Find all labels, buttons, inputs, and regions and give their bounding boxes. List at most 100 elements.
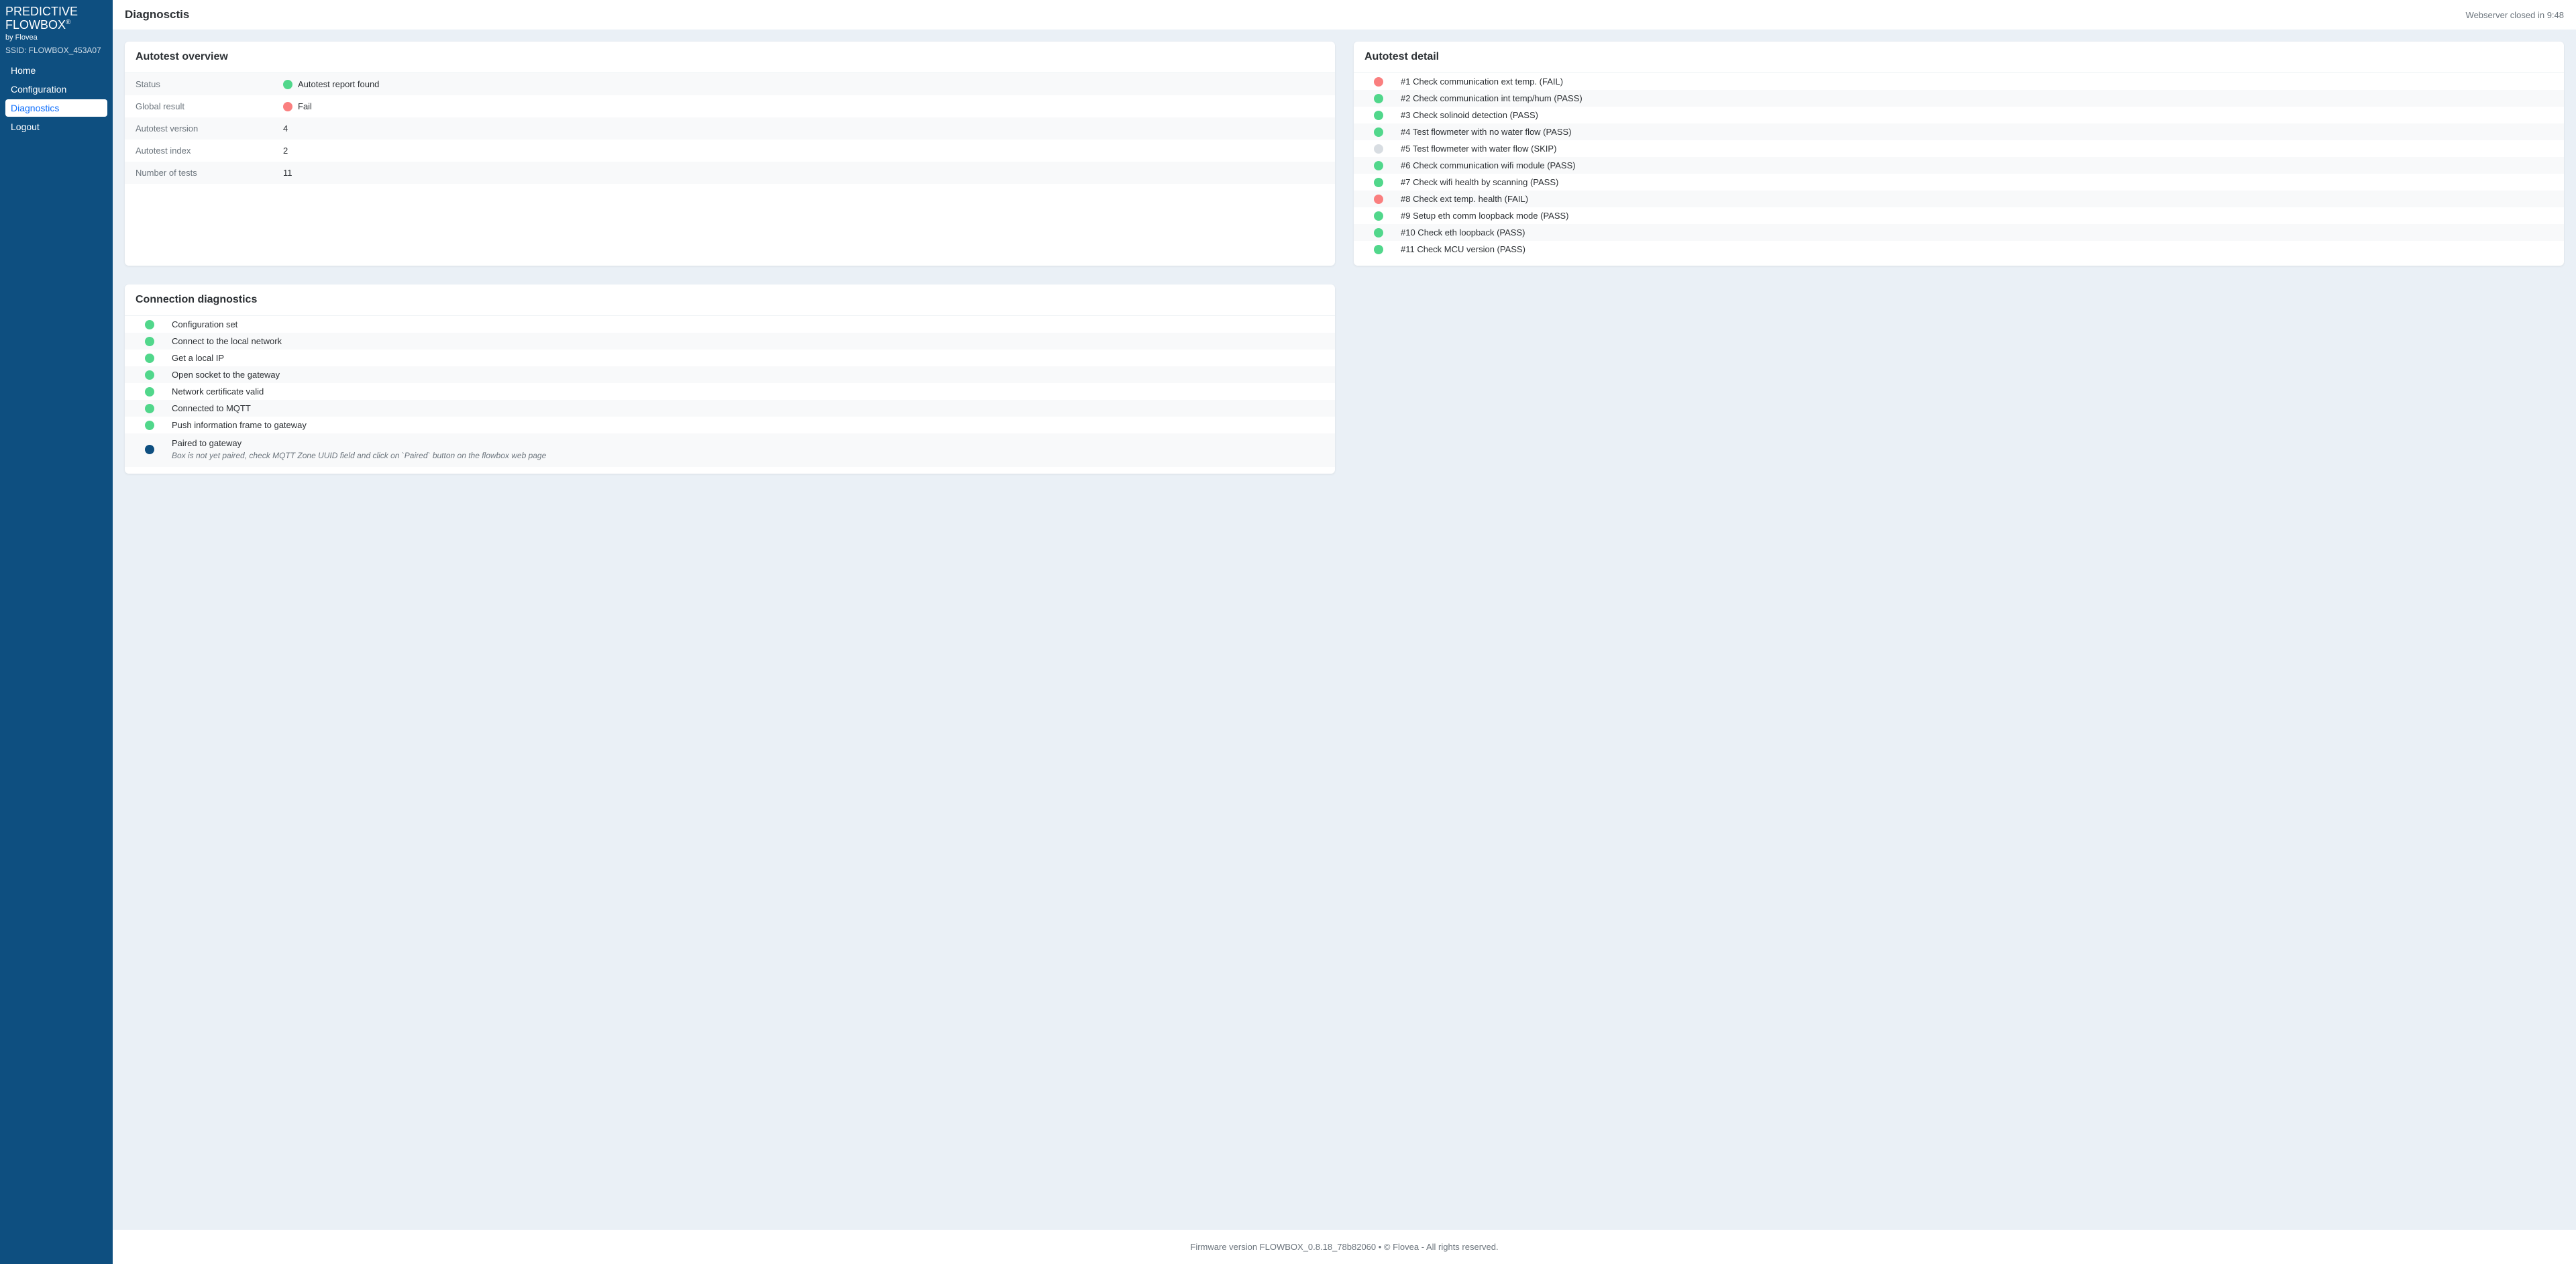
status-dot-icon: [1374, 178, 1383, 187]
connection-item-col: Connected to MQTT: [172, 403, 251, 413]
brand-line1: PREDICTIVE: [5, 5, 78, 18]
overview-row: Global result Fail: [125, 95, 1335, 117]
overview-row: StatusAutotest report found: [125, 73, 1335, 95]
connection-item: Connect to the local network: [125, 333, 1335, 350]
status-dot-icon: [1374, 228, 1383, 238]
status-dot-icon: [145, 445, 154, 454]
brand-ssid: SSID: FLOWBOX_453A07: [5, 46, 107, 55]
detail-item-text: #11 Check MCU version (PASS): [1401, 244, 1525, 254]
detail-item-text: #2 Check communication int temp/hum (PAS…: [1401, 93, 1582, 103]
overview-row-label: Status: [136, 79, 283, 89]
footer: Firmware version FLOWBOX_0.8.18_78b82060…: [113, 1230, 2576, 1264]
connection-item: Get a local IP: [125, 350, 1335, 366]
overview-row-label: Number of tests: [136, 168, 283, 178]
overview-row: Autotest version4: [125, 117, 1335, 140]
status-dot-icon: [1374, 195, 1383, 204]
status-dot-icon: [1374, 161, 1383, 170]
detail-item: #2 Check communication int temp/hum (PAS…: [1354, 90, 2564, 107]
overview-row-value: 4: [283, 123, 288, 134]
sidebar-item-logout[interactable]: Logout: [5, 118, 107, 136]
connection-item-text: Configuration set: [172, 319, 237, 329]
connection-item-text: Connected to MQTT: [172, 403, 251, 413]
connection-item: Open socket to the gateway: [125, 366, 1335, 383]
connection-item-col: Open socket to the gateway: [172, 370, 280, 380]
detail-item: #11 Check MCU version (PASS): [1354, 241, 2564, 258]
status-dot-icon: [1374, 77, 1383, 87]
card-autotest-detail: Autotest detail #1 Check communication e…: [1354, 42, 2564, 266]
detail-item: #6 Check communication wifi module (PASS…: [1354, 157, 2564, 174]
connection-item-col: Get a local IP: [172, 353, 224, 363]
card-title: Connection diagnostics: [125, 284, 1335, 316]
topbar: Diagnosctis Webserver closed in 9:48: [113, 0, 2576, 30]
connection-item-text: Open socket to the gateway: [172, 370, 280, 380]
overview-row-value: Autotest report found: [283, 79, 379, 89]
overview-row-text: Fail: [298, 101, 312, 111]
status-dot-icon: [283, 102, 292, 111]
connection-item: Connected to MQTT: [125, 400, 1335, 417]
connection-item-col: Connect to the local network: [172, 336, 282, 346]
detail-item: #9 Setup eth comm loopback mode (PASS): [1354, 207, 2564, 224]
sidebar-item-diagnostics[interactable]: Diagnostics: [5, 99, 107, 117]
connection-item-text: Connect to the local network: [172, 336, 282, 346]
detail-item: #10 Check eth loopback (PASS): [1354, 224, 2564, 241]
overview-row-text: 4: [283, 123, 288, 134]
overview-row-value: 2: [283, 146, 288, 156]
overview-row-value: Fail: [283, 101, 312, 111]
connection-item: Network certificate valid: [125, 383, 1335, 400]
connection-item-subtext: Box is not yet paired, check MQTT Zone U…: [172, 451, 546, 460]
page-title: Diagnosctis: [125, 8, 189, 21]
status-dot-icon: [1374, 94, 1383, 103]
overview-row-label: Global result: [136, 101, 283, 111]
detail-item: #7 Check wifi health by scanning (PASS): [1354, 174, 2564, 191]
status-dot-icon: [145, 354, 154, 363]
overview-row-value: 11: [283, 168, 292, 178]
status-dot-icon: [145, 337, 154, 346]
detail-item: #4 Test flowmeter with no water flow (PA…: [1354, 123, 2564, 140]
status-dot-icon: [145, 370, 154, 380]
detail-item-text: #9 Setup eth comm loopback mode (PASS): [1401, 211, 1569, 221]
card-title: Autotest overview: [125, 42, 1335, 73]
brand: PREDICTIVE FLOWBOX® by Flovea SSID: FLOW…: [5, 5, 107, 55]
sidebar-item-configuration[interactable]: Configuration: [5, 81, 107, 98]
detail-item-text: #1 Check communication ext temp. (FAIL): [1401, 76, 1563, 87]
status-dot-icon: [1374, 111, 1383, 120]
connection-item: Push information frame to gateway: [125, 417, 1335, 433]
content: Autotest overview StatusAutotest report …: [113, 30, 2576, 1230]
connection-item-text: Push information frame to gateway: [172, 420, 307, 430]
detail-item-text: #4 Test flowmeter with no water flow (PA…: [1401, 127, 1572, 137]
detail-item-text: #5 Test flowmeter with water flow (SKIP): [1401, 144, 1556, 154]
status-dot-icon: [145, 404, 154, 413]
brand-line2: FLOWBOX: [5, 18, 66, 32]
detail-item-text: #10 Check eth loopback (PASS): [1401, 227, 1525, 238]
detail-item: #3 Check solinoid detection (PASS): [1354, 107, 2564, 123]
card-title: Autotest detail: [1354, 42, 2564, 73]
connection-item-col: Push information frame to gateway: [172, 420, 307, 430]
status-dot-icon: [1374, 245, 1383, 254]
detail-item-text: #3 Check solinoid detection (PASS): [1401, 110, 1538, 120]
status-dot-icon: [145, 387, 154, 397]
connection-item-text: Get a local IP: [172, 353, 224, 363]
status-dot-icon: [1374, 211, 1383, 221]
status-dot-icon: [145, 421, 154, 430]
detail-item: #8 Check ext temp. health (FAIL): [1354, 191, 2564, 207]
status-dot-icon: [1374, 127, 1383, 137]
connection-item-col: Network certificate valid: [172, 386, 264, 397]
connection-item-col: Configuration set: [172, 319, 237, 329]
nav: Home ConfigurationDiagnosticsLogout: [5, 62, 107, 136]
sidebar-item-home[interactable]: Home: [5, 62, 107, 79]
overview-row-text: 11: [283, 168, 292, 178]
brand-sup: ®: [66, 19, 70, 26]
detail-item: #5 Test flowmeter with water flow (SKIP): [1354, 140, 2564, 157]
webserver-status: Webserver closed in 9:48: [2466, 10, 2564, 20]
detail-item-text: #6 Check communication wifi module (PASS…: [1401, 160, 1576, 170]
status-dot-icon: [1374, 144, 1383, 154]
connection-item-text: Network certificate valid: [172, 386, 264, 397]
connection-item-col: Paired to gatewayBox is not yet paired, …: [172, 438, 546, 460]
overview-row: Autotest index2: [125, 140, 1335, 162]
detail-item-text: #7 Check wifi health by scanning (PASS): [1401, 177, 1558, 187]
detail-item: #1 Check communication ext temp. (FAIL): [1354, 73, 2564, 90]
connection-item: Configuration set: [125, 316, 1335, 333]
overview-row-text: 2: [283, 146, 288, 156]
connection-item: Paired to gatewayBox is not yet paired, …: [125, 433, 1335, 467]
overview-row: Number of tests11: [125, 162, 1335, 184]
